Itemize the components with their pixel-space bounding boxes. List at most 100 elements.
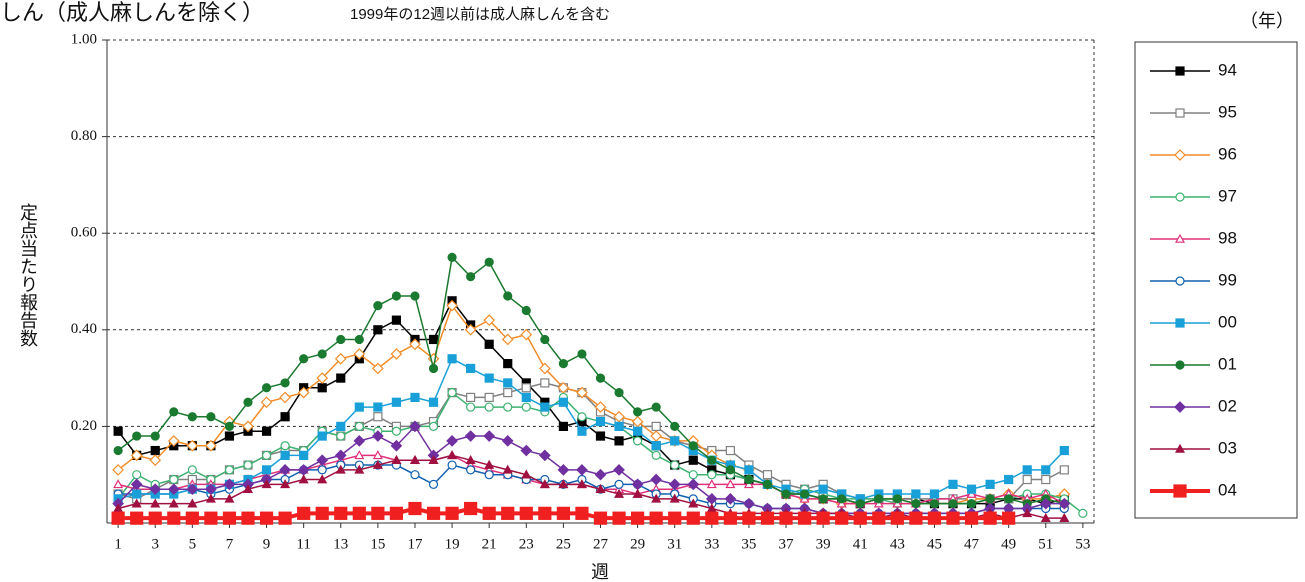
data-point: [1078, 508, 1088, 518]
data-point: [169, 474, 179, 485]
data-point: [148, 511, 162, 525]
legend-marker: [1175, 192, 1185, 202]
data-point: [577, 412, 587, 422]
data-point: [390, 348, 403, 360]
x-tick-label: 39: [816, 536, 831, 552]
data-point: [224, 465, 235, 475]
data-point: [707, 455, 717, 465]
data-point: [651, 493, 662, 503]
data-point: [576, 464, 588, 476]
data-point: [446, 299, 458, 312]
data-point: [818, 484, 828, 494]
data-point: [576, 386, 588, 399]
data-point: [445, 506, 459, 520]
data-point: [167, 511, 181, 525]
data-point: [521, 469, 532, 479]
data-point: [464, 501, 478, 516]
data-point: [577, 426, 587, 436]
data-point: [651, 450, 661, 460]
data-point: [354, 464, 365, 474]
data-point: [186, 439, 199, 452]
data-point: [911, 499, 921, 509]
data-point: [538, 449, 551, 462]
data-point: [428, 363, 439, 374]
data-point: [389, 506, 404, 520]
data-point: [150, 431, 160, 441]
data-point: [466, 363, 476, 374]
x-tick-label: 25: [556, 536, 571, 552]
data-point: [760, 511, 775, 525]
data-point: [372, 459, 383, 469]
data-point: [169, 407, 179, 417]
legend-marker: [1174, 401, 1186, 413]
data-point: [985, 494, 995, 504]
data-point: [853, 511, 867, 525]
data-point: [428, 334, 439, 345]
data-point: [964, 511, 979, 525]
data-point: [929, 489, 940, 499]
data-point: [575, 506, 589, 520]
x-tick-label: 1: [114, 536, 122, 552]
legend-label: 96: [1218, 144, 1237, 163]
data-point: [466, 465, 476, 475]
data-point: [428, 479, 439, 489]
data-point: [130, 478, 143, 491]
data-point: [354, 334, 364, 345]
legend-label: 01: [1218, 354, 1237, 373]
data-point: [521, 402, 531, 412]
data-point: [688, 455, 698, 465]
x-tick-label: 9: [263, 536, 271, 552]
data-point: [966, 499, 977, 509]
data-point: [447, 460, 457, 470]
data-point: [391, 291, 402, 301]
data-point: [688, 498, 699, 508]
legend-marker: [1174, 233, 1186, 243]
data-point: [983, 511, 997, 525]
data-point: [633, 426, 643, 436]
x-tick-label: 51: [1038, 536, 1053, 552]
data-point: [540, 402, 550, 412]
data-point: [797, 511, 812, 525]
data-point: [762, 479, 773, 489]
data-point: [484, 339, 494, 349]
data-point: [520, 444, 533, 457]
data-point: [335, 464, 346, 474]
data-point: [1004, 474, 1014, 485]
series-line: [117, 425, 1065, 515]
data-point: [855, 499, 865, 509]
data-point: [966, 484, 977, 494]
legend-marker: [1175, 66, 1185, 76]
data-point: [484, 470, 494, 480]
data-point: [520, 328, 533, 341]
data-point: [260, 396, 273, 409]
data-point: [299, 354, 309, 364]
data-point: [222, 511, 237, 525]
data-point: [261, 465, 272, 475]
data-point: [927, 511, 942, 525]
x-tick-label: 5: [189, 536, 197, 552]
data-point: [354, 421, 364, 431]
y-tick-label: 0.80: [71, 128, 97, 144]
data-point: [521, 305, 531, 316]
x-tick-label: 21: [482, 536, 497, 552]
data-point: [334, 449, 347, 462]
data-point: [743, 497, 755, 510]
data-point: [242, 420, 254, 433]
data-point: [613, 464, 625, 476]
data-point: [484, 459, 495, 469]
data-point: [280, 450, 290, 460]
data-point: [316, 372, 329, 384]
legend-marker: [1174, 443, 1186, 453]
data-point: [447, 252, 457, 262]
data-point: [484, 257, 494, 267]
data-point: [519, 506, 533, 520]
data-point: [373, 301, 383, 311]
data-point: [482, 506, 496, 520]
data-point: [686, 511, 700, 525]
legend-marker: [1175, 108, 1185, 118]
data-point: [354, 450, 365, 460]
data-point: [167, 483, 180, 496]
x-tick-label: 23: [519, 536, 534, 552]
data-point: [334, 506, 348, 520]
data-point: [649, 511, 663, 525]
